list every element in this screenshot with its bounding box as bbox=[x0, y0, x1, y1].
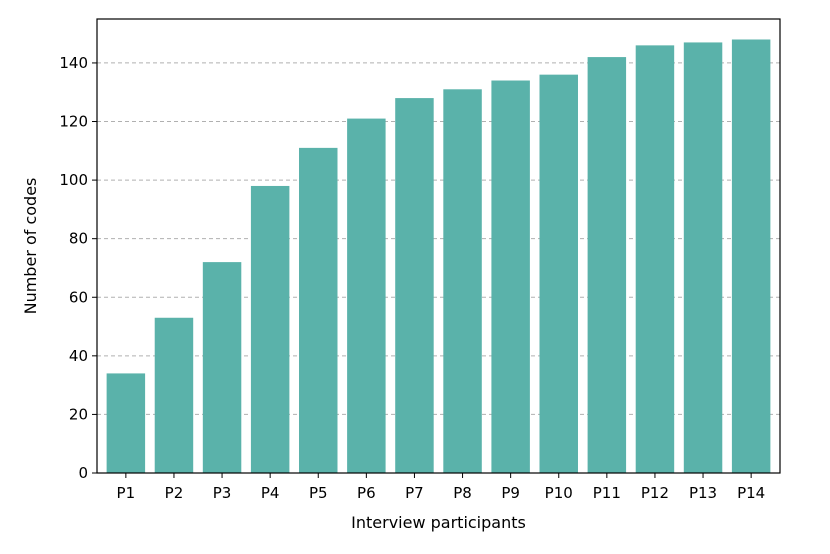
y-axis-label: Number of codes bbox=[21, 178, 40, 315]
bar-p14 bbox=[731, 39, 771, 473]
bar-p12 bbox=[635, 45, 675, 473]
bars bbox=[106, 39, 771, 474]
y-axis-ticks: 0 20 40 60 80 100 120 140 bbox=[59, 54, 97, 482]
plot-frame bbox=[96, 18, 781, 474]
y-tick-label: 120 bbox=[59, 113, 88, 131]
bar-p5 bbox=[299, 147, 338, 473]
x-tick-label: P8 bbox=[453, 484, 472, 502]
bar-p11 bbox=[587, 57, 627, 473]
x-tick-label: P12 bbox=[641, 484, 669, 502]
bar-p3 bbox=[202, 262, 242, 473]
bar-p13 bbox=[683, 42, 723, 474]
y-tick-label: 0 bbox=[78, 464, 88, 482]
bar-p6 bbox=[347, 118, 386, 473]
x-tick-label: P13 bbox=[689, 484, 717, 502]
bar-p2 bbox=[154, 317, 194, 473]
bar-p8 bbox=[443, 89, 482, 473]
bar-p4 bbox=[250, 185, 290, 473]
gridlines bbox=[97, 62, 780, 415]
y-tick-label: 60 bbox=[69, 288, 88, 306]
x-tick-label: P2 bbox=[165, 484, 184, 502]
bar-p7 bbox=[395, 98, 434, 474]
x-axis-ticks: P1 P2 P3 P4 P5 P6 P7 P8 P9 P10 P11 P12 P13 P14 bbox=[117, 473, 765, 502]
x-tick-label: P14 bbox=[737, 484, 765, 502]
x-tick-label: P6 bbox=[357, 484, 376, 502]
x-axis-label: Interview participants bbox=[351, 513, 526, 532]
bar-p1 bbox=[106, 373, 146, 473]
y-tick-label: 80 bbox=[69, 230, 88, 248]
x-tick-label: P5 bbox=[309, 484, 328, 502]
y-tick-label: 100 bbox=[59, 171, 88, 189]
x-tick-label: P10 bbox=[545, 484, 573, 502]
x-tick-label: P3 bbox=[213, 484, 232, 502]
x-tick-label: P4 bbox=[261, 484, 280, 502]
x-tick-label: P1 bbox=[117, 484, 136, 502]
x-tick-label: P11 bbox=[593, 484, 621, 502]
bar-p10 bbox=[539, 74, 578, 473]
bar-p9 bbox=[491, 80, 530, 473]
y-tick-label: 20 bbox=[69, 405, 88, 423]
x-tick-label: P9 bbox=[501, 484, 520, 502]
x-tick-label: P7 bbox=[405, 484, 424, 502]
y-tick-label: 40 bbox=[69, 347, 88, 365]
y-tick-label: 140 bbox=[59, 54, 88, 72]
